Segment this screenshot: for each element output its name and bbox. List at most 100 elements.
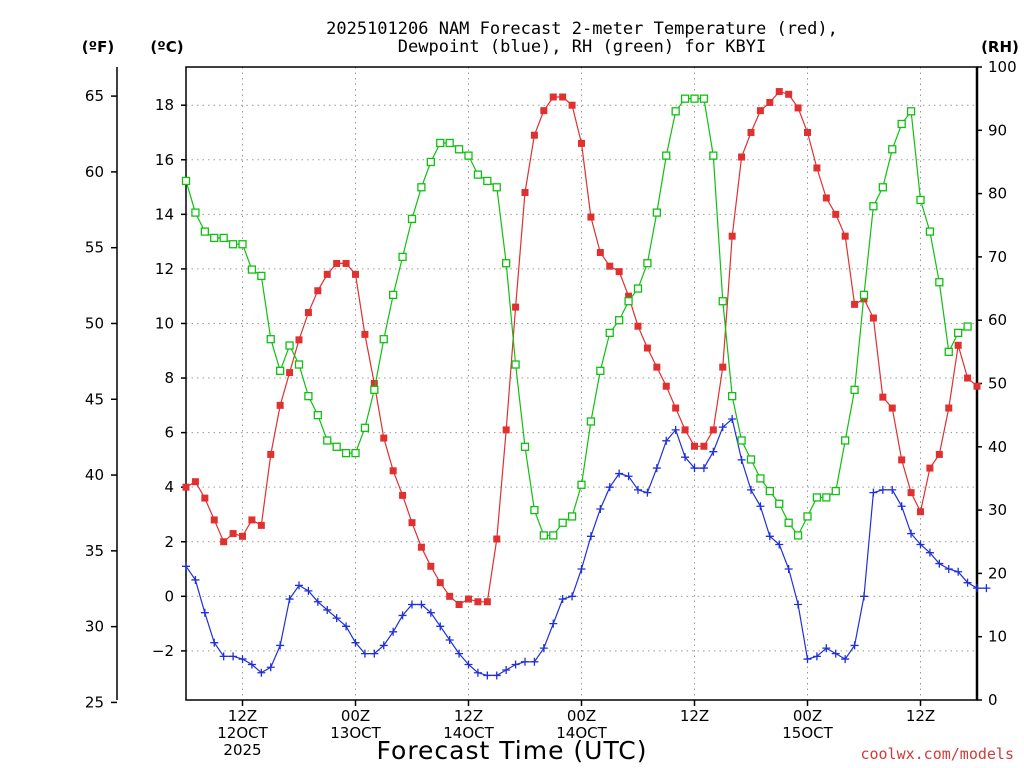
credit-label: coolwx.com/models (860, 745, 1014, 763)
rh-point (445, 138, 454, 148)
rh-point (247, 265, 257, 274)
dewpoint-point (860, 592, 868, 601)
dewpoint-point (549, 619, 558, 628)
dewpoint-point (229, 652, 238, 661)
celsius-tick-label: 4 (164, 478, 174, 496)
rh-unit-label: (RH) (981, 38, 1019, 56)
temperature-point (813, 164, 821, 172)
rh-point (266, 335, 275, 344)
celsius-tick-label: 6 (164, 424, 174, 442)
dewpoint-point (558, 595, 567, 604)
dewpoint-point (954, 567, 963, 576)
temperature-point (822, 194, 830, 202)
rh-tick-label: 40 (988, 438, 1007, 456)
temperature-point (295, 336, 303, 344)
temperature-point (474, 598, 482, 606)
temperature-point (634, 322, 642, 330)
fahrenheit-tick-label: 25 (85, 693, 104, 711)
dewpoint-point (568, 592, 577, 601)
rh-point (784, 518, 793, 527)
dewpoint-point (718, 423, 727, 432)
dewpoint-point (605, 483, 614, 492)
temperature-point (286, 369, 294, 377)
rh-point (812, 493, 822, 502)
temperature-point (465, 595, 472, 603)
dewpoint-point (492, 671, 501, 680)
dewpoint-point (483, 671, 492, 680)
temperature-point (455, 601, 463, 609)
rh-point (473, 170, 483, 179)
temperature-point (559, 93, 567, 101)
x-tick-label: 2025 (223, 741, 261, 759)
rh-point (925, 227, 935, 236)
dewpoint-point (850, 641, 859, 650)
fahrenheit-tick-label: 40 (85, 466, 104, 484)
temperature-point (182, 483, 190, 491)
temperature-point (342, 259, 350, 267)
rh-point (228, 240, 238, 249)
dewpoint-point (973, 584, 981, 593)
rh-point (671, 107, 680, 116)
dewpoint-point (831, 649, 840, 658)
rh-point (728, 392, 737, 401)
dewpoint-point (539, 644, 548, 653)
temperature-point (643, 344, 651, 352)
temperature-point (427, 562, 435, 570)
axes: 25 30 35 40 45 50 55 60 65 −2 0 2 4 6 8 10 12 14 16 18 0 10 20… (85, 58, 1017, 711)
rh-point (680, 94, 690, 103)
dewpoint-point (445, 635, 454, 644)
rh-point (643, 259, 652, 268)
dewpoint-point (944, 565, 953, 574)
celsius-tick-label: −2 (152, 642, 174, 660)
rh-point (549, 531, 558, 540)
rh-point (219, 233, 228, 243)
temperature-point (333, 259, 341, 267)
rh-point (633, 284, 643, 293)
fahrenheit-tick-label: 65 (85, 87, 104, 105)
temperature-point (964, 374, 972, 382)
temperature-point (935, 450, 943, 458)
series-dewpoint (182, 414, 991, 680)
title-line: Dewpoint (blue), RH (green) for KBYI (398, 37, 766, 57)
rh-line (185, 97, 968, 537)
dewpoint-point (756, 502, 765, 511)
dewpoint-point (295, 581, 303, 590)
rh-point (878, 183, 887, 192)
x-tick-label: 12Z (454, 707, 483, 725)
temperature-point (738, 153, 746, 161)
rh-point (200, 227, 209, 236)
temperature-point (314, 287, 322, 295)
dewpoint-point (285, 595, 294, 604)
temperature-point (239, 532, 246, 540)
dewpoint-point (784, 565, 793, 574)
grid-lines (186, 67, 977, 700)
celsius-unit-label: (ºC) (150, 38, 183, 56)
dewpoint-point (643, 488, 652, 497)
rh-point (916, 195, 925, 205)
temperature-point (257, 521, 265, 529)
celsius-tick-label: 10 (155, 314, 174, 332)
temperature-point (493, 535, 501, 543)
rh-point (313, 410, 322, 420)
dewpoint-point (200, 608, 209, 617)
x-tick-label: 12Z (680, 707, 709, 725)
dewpoint-point (210, 638, 219, 647)
dewpoint-point (219, 652, 228, 661)
x-tick-label: 12Z (906, 707, 935, 725)
rh-point (294, 360, 304, 369)
temperature-point (210, 516, 218, 524)
rh-point (492, 183, 501, 192)
rh-point (181, 176, 191, 186)
dewpoint-point (304, 586, 313, 595)
dewpoint-point (963, 578, 972, 587)
dewpoint-point (737, 455, 746, 464)
rh-point (210, 233, 219, 243)
temperature-point (596, 249, 604, 257)
x-tick-label: 15OCT (782, 724, 833, 742)
rh-point (586, 417, 596, 426)
rh-point (859, 290, 869, 300)
x-tick-label: 00Z (793, 707, 822, 725)
temperature-point (879, 393, 887, 401)
temperature-point (888, 404, 896, 412)
x-axis-label: Forecast Time (UTC) (377, 736, 648, 765)
